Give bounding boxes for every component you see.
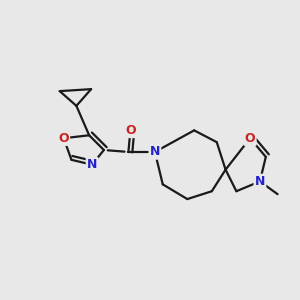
Text: N: N [87, 158, 97, 171]
Text: O: O [245, 132, 255, 145]
Text: O: O [58, 132, 69, 145]
Text: N: N [255, 175, 265, 188]
Text: O: O [125, 124, 136, 137]
Text: N: N [150, 146, 160, 158]
